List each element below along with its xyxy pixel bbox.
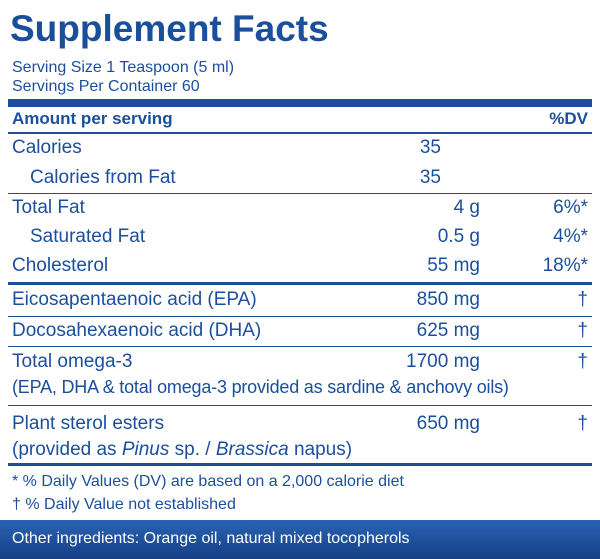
- divider: [8, 193, 592, 194]
- row-name: Cholesterol: [12, 255, 109, 276]
- row-amount: 4 g: [453, 197, 480, 218]
- divider: [8, 132, 592, 134]
- row-dv: †: [577, 289, 588, 310]
- title: Supplement Facts: [10, 8, 329, 49]
- note-italic: Brassica: [215, 439, 289, 460]
- serving-size: Serving Size 1 Teaspoon (5 ml): [12, 59, 235, 76]
- divider: [8, 99, 592, 107]
- row-dv: †: [577, 351, 588, 372]
- divider: [8, 282, 592, 285]
- note-italic: Pinus: [121, 439, 170, 460]
- ingredients-band: [0, 520, 600, 559]
- footnote: * % Daily Values (DV) are based on a 2,0…: [12, 473, 404, 490]
- divider: [8, 346, 592, 347]
- row-note: (provided as Pinus sp. / Brassica napus): [12, 440, 352, 459]
- row-name: Calories: [12, 137, 82, 158]
- other-ingredients: Other ingredients: Orange oil, natural m…: [12, 530, 410, 547]
- dv-header: %DV: [549, 109, 588, 128]
- row-amount: 650 mg: [416, 413, 480, 434]
- note-text: (provided as: [12, 439, 122, 460]
- row-name: Plant sterol esters: [12, 413, 165, 434]
- row-dv: †: [577, 413, 588, 434]
- row-name: Docosahexaenoic acid (DHA): [12, 320, 262, 341]
- row-note: (EPA, DHA & total omega-3 provided as sa…: [12, 377, 509, 397]
- row-name: Eicosapentaenoic acid (EPA): [12, 289, 257, 310]
- row-dv: 6%*: [553, 197, 588, 218]
- divider: [8, 405, 592, 406]
- row-dv: 4%*: [553, 226, 588, 247]
- row-amount: 55 mg: [427, 255, 480, 276]
- row-name: Calories from Fat: [30, 167, 176, 188]
- note-text: napus): [288, 439, 353, 460]
- divider: [8, 316, 592, 317]
- row-amount: 0.5 g: [437, 226, 480, 247]
- row-amount: 35: [419, 167, 441, 188]
- footnote: † % Daily Value not established: [12, 496, 236, 513]
- servings-per-container: Servings Per Container 60: [12, 78, 200, 95]
- row-dv: 18%*: [542, 255, 588, 276]
- row-amount: 850 mg: [416, 289, 480, 310]
- note-text: sp. /: [169, 439, 216, 460]
- divider: [8, 463, 592, 466]
- row-dv: †: [577, 320, 588, 341]
- amount-header: Amount per serving: [12, 109, 173, 128]
- row-name: Total omega-3: [12, 351, 133, 372]
- row-amount: 35: [419, 137, 441, 158]
- row-amount: 625 mg: [416, 320, 480, 341]
- row-amount: 1700 mg: [406, 351, 480, 372]
- row-name: Total Fat: [12, 197, 85, 218]
- row-name: Saturated Fat: [30, 226, 146, 247]
